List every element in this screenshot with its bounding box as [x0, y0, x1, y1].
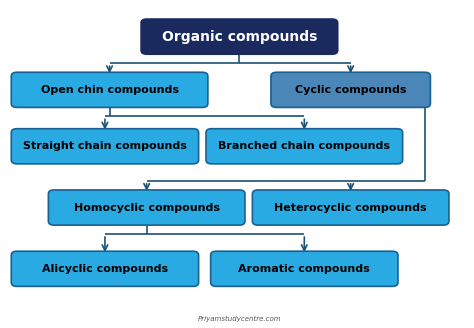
Text: Cyclic compounds: Cyclic compounds [295, 85, 406, 95]
Text: Heterocyclic compounds: Heterocyclic compounds [274, 202, 427, 213]
FancyBboxPatch shape [11, 129, 199, 164]
Text: Open chin compounds: Open chin compounds [41, 85, 179, 95]
FancyBboxPatch shape [11, 72, 208, 107]
Text: Straight chain compounds: Straight chain compounds [23, 141, 187, 151]
Text: Organic compounds: Organic compounds [162, 30, 317, 44]
FancyBboxPatch shape [252, 190, 449, 225]
Text: Priyamstudycentre.com: Priyamstudycentre.com [198, 316, 281, 322]
Text: Aromatic compounds: Aromatic compounds [238, 264, 370, 274]
FancyBboxPatch shape [210, 251, 398, 286]
FancyBboxPatch shape [141, 19, 337, 54]
FancyBboxPatch shape [48, 190, 245, 225]
FancyBboxPatch shape [206, 129, 402, 164]
Text: Branched chain compounds: Branched chain compounds [219, 141, 390, 151]
Text: Alicyclic compounds: Alicyclic compounds [42, 264, 168, 274]
Text: Homocyclic compounds: Homocyclic compounds [73, 202, 219, 213]
FancyBboxPatch shape [271, 72, 430, 107]
FancyBboxPatch shape [11, 251, 199, 286]
